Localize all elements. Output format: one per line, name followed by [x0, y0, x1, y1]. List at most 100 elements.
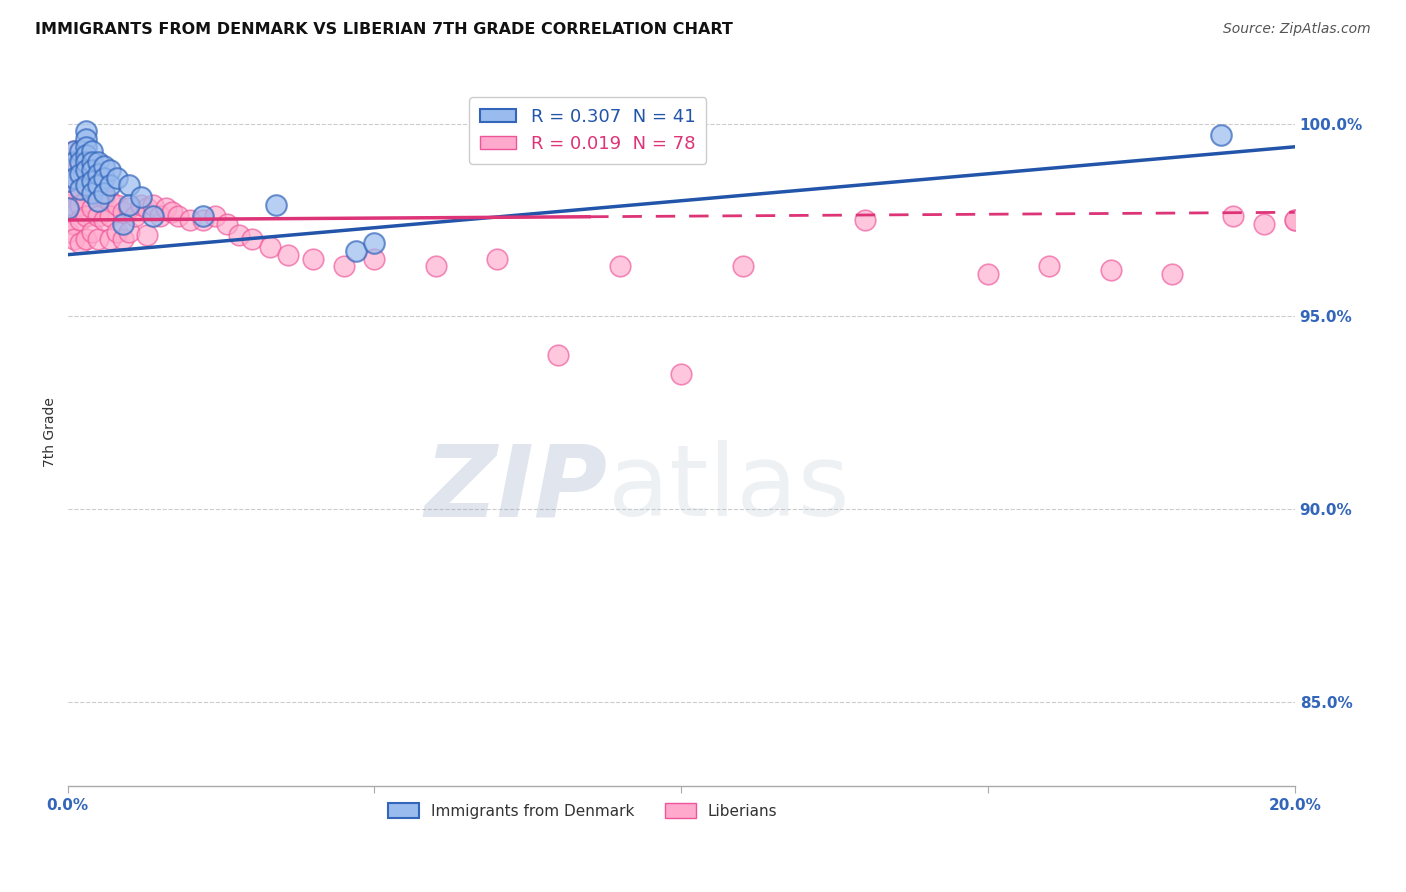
Point	[69, 155, 91, 169]
Point	[118, 197, 141, 211]
Point	[93, 159, 115, 173]
Point	[62, 186, 84, 200]
Point	[75, 178, 97, 193]
Point	[80, 155, 103, 169]
Point	[87, 209, 110, 223]
Point	[1211, 128, 1233, 143]
Point	[80, 202, 103, 216]
Point	[87, 167, 110, 181]
Point	[217, 217, 239, 231]
Point	[1161, 267, 1184, 281]
Point	[105, 197, 128, 211]
Point	[111, 217, 134, 231]
Point	[80, 186, 103, 200]
Point	[80, 162, 103, 177]
Point	[1284, 213, 1306, 227]
Point	[1253, 217, 1275, 231]
Point	[80, 225, 103, 239]
Point	[87, 178, 110, 193]
Point	[204, 209, 226, 223]
Legend: Immigrants from Denmark, Liberians: Immigrants from Denmark, Liberians	[382, 797, 783, 825]
Point	[264, 197, 287, 211]
Point	[155, 202, 177, 216]
Point	[111, 232, 134, 246]
Point	[62, 155, 84, 169]
Point	[75, 132, 97, 146]
Point	[69, 167, 91, 181]
Text: IMMIGRANTS FROM DENMARK VS LIBERIAN 7TH GRADE CORRELATION CHART: IMMIGRANTS FROM DENMARK VS LIBERIAN 7TH …	[35, 22, 733, 37]
Point	[62, 217, 84, 231]
Point	[87, 232, 110, 246]
Point	[80, 174, 103, 188]
Point	[1099, 263, 1122, 277]
Point	[344, 244, 367, 258]
Y-axis label: 7th Grade: 7th Grade	[44, 397, 58, 467]
Point	[609, 259, 631, 273]
Point	[486, 252, 509, 266]
Point	[118, 225, 141, 239]
Point	[56, 225, 79, 239]
Point	[363, 236, 385, 251]
Point	[62, 202, 84, 216]
Text: ZIP: ZIP	[425, 440, 607, 537]
Point	[302, 252, 325, 266]
Point	[425, 259, 447, 273]
Point	[75, 194, 97, 208]
Point	[111, 205, 134, 219]
Point	[277, 248, 299, 262]
Point	[75, 124, 97, 138]
Point	[129, 197, 152, 211]
Point	[100, 209, 122, 223]
Point	[363, 252, 385, 266]
Point	[142, 209, 165, 223]
Point	[118, 202, 141, 216]
Point	[118, 178, 141, 193]
Point	[332, 259, 354, 273]
Point	[136, 202, 159, 216]
Point	[75, 209, 97, 223]
Point	[69, 144, 91, 158]
Point	[62, 144, 84, 158]
Point	[105, 225, 128, 239]
Point	[87, 178, 110, 193]
Point	[56, 190, 79, 204]
Point	[148, 209, 170, 223]
Point	[100, 178, 122, 193]
Point	[62, 170, 84, 185]
Point	[69, 182, 91, 196]
Point	[93, 213, 115, 227]
Point	[69, 236, 91, 251]
Point	[160, 205, 183, 219]
Point	[75, 147, 97, 161]
Text: atlas: atlas	[607, 440, 849, 537]
Point	[69, 197, 91, 211]
Point	[75, 140, 97, 154]
Point	[75, 232, 97, 246]
Point	[69, 155, 91, 169]
Point	[1284, 213, 1306, 227]
Point	[87, 194, 110, 208]
Point	[547, 348, 569, 362]
Point	[87, 194, 110, 208]
Point	[69, 213, 91, 227]
Point	[56, 178, 79, 193]
Point	[105, 170, 128, 185]
Point	[1038, 259, 1060, 273]
Point	[62, 144, 84, 158]
Point	[75, 162, 97, 177]
Point	[977, 267, 1000, 281]
Point	[93, 170, 115, 185]
Point	[853, 213, 876, 227]
Point	[191, 213, 214, 227]
Point	[56, 202, 79, 216]
Text: Source: ZipAtlas.com: Source: ZipAtlas.com	[1223, 22, 1371, 37]
Point	[69, 167, 91, 181]
Point	[69, 182, 91, 196]
Point	[80, 186, 103, 200]
Point	[62, 159, 84, 173]
Point	[56, 155, 79, 169]
Point	[100, 232, 122, 246]
Point	[669, 367, 692, 381]
Point	[191, 209, 214, 223]
Point	[129, 190, 152, 204]
